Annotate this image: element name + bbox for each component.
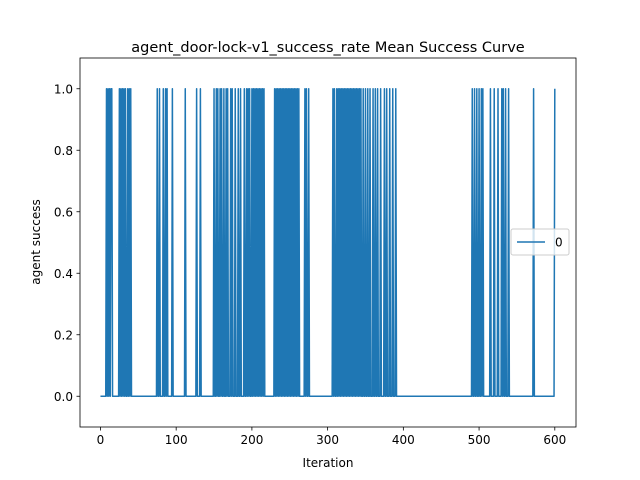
- x-tick-label: 300: [316, 433, 339, 447]
- y-axis: 0.0 0.2 0.4 0.6 0.8 1.0: [54, 82, 80, 404]
- y-tick-label: 0.4: [54, 267, 73, 281]
- x-tick-label: 100: [165, 433, 188, 447]
- y-tick-label: 0.8: [54, 144, 73, 158]
- y-tick-label: 0.2: [54, 328, 73, 342]
- x-axis: 0 100 200 300 400 500 600: [97, 427, 566, 447]
- y-axis-label: agent success: [29, 199, 43, 284]
- x-tick-label: 0: [97, 433, 105, 447]
- y-tick-label: 0.0: [54, 390, 73, 404]
- series-line-0: [100, 88, 556, 397]
- y-tick-label: 1.0: [54, 82, 73, 96]
- x-tick-label: 200: [240, 433, 263, 447]
- legend: 0: [510, 228, 570, 256]
- x-axis-label: Iteration: [303, 456, 354, 470]
- chart-title: agent_door-lock-v1_success_rate Mean Suc…: [131, 40, 524, 56]
- legend-label-0: 0: [555, 236, 563, 250]
- x-tick-label: 600: [543, 433, 566, 447]
- x-tick-label: 500: [468, 433, 491, 447]
- x-tick-label: 400: [392, 433, 415, 447]
- y-tick-label: 0.6: [54, 205, 73, 219]
